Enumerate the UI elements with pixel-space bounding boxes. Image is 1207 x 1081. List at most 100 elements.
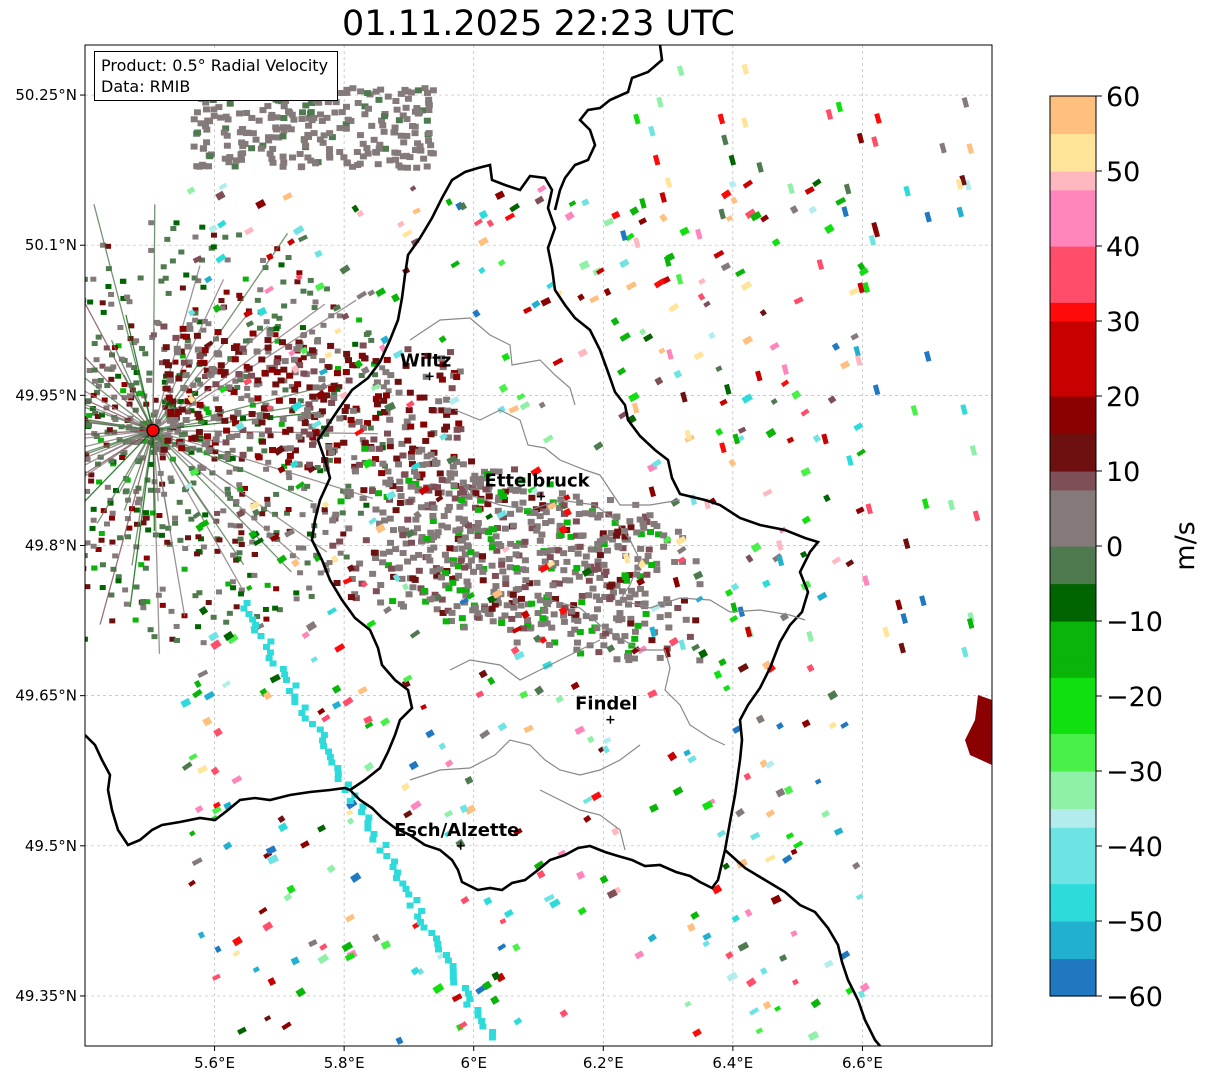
echo-cell — [494, 525, 502, 532]
echo-cell — [352, 565, 360, 572]
echo-cell — [247, 572, 254, 578]
echo-cell — [179, 353, 186, 359]
echo-cell — [260, 405, 268, 412]
echo-cell — [280, 279, 287, 285]
echo-cell — [238, 591, 245, 597]
echo-cell — [202, 716, 213, 727]
echo-cell — [612, 514, 620, 521]
echo-cell — [506, 564, 514, 571]
echo-cell — [621, 633, 629, 640]
echo-cell — [448, 609, 456, 616]
echo-cell — [474, 506, 482, 513]
echo-cell — [404, 437, 412, 444]
echo-cell — [833, 827, 844, 836]
echo-cell — [332, 304, 342, 312]
echo-cell — [26, 418, 32, 423]
echo-cell — [606, 888, 618, 899]
echo-cell — [97, 377, 104, 383]
echo-cell — [631, 591, 639, 598]
echo-cell — [283, 510, 290, 516]
echo-cell — [446, 470, 454, 477]
echo-cell — [385, 481, 393, 488]
echo-cell — [492, 583, 500, 590]
echo-cell — [737, 941, 750, 952]
echo-cell — [416, 394, 424, 401]
echo-cell — [555, 505, 563, 512]
echo-cell — [165, 394, 173, 401]
echo-spoke — [123, 430, 154, 511]
echo-cell — [309, 329, 316, 335]
echo-cell — [589, 585, 597, 592]
echo-cell — [285, 506, 292, 512]
echo-cell — [195, 278, 202, 284]
echo-cell — [600, 561, 608, 568]
echo-cell — [696, 581, 704, 588]
echo-cell — [392, 156, 400, 163]
echo-cell — [88, 472, 95, 478]
echo-cell — [279, 163, 287, 170]
echo-cell — [608, 536, 616, 543]
echo-cell — [590, 791, 602, 802]
echo-cell — [806, 663, 815, 673]
echo-cell — [531, 510, 539, 517]
echo-cell — [315, 389, 326, 400]
colorbar-swatch — [1050, 696, 1096, 716]
echo-cell — [606, 596, 614, 603]
echo-cell — [372, 372, 379, 378]
echo-cell — [300, 137, 308, 144]
echo-cell — [328, 385, 336, 392]
echo-cell — [253, 537, 264, 547]
echo-cell — [243, 130, 251, 137]
echo-cell — [164, 362, 172, 369]
echo-cell — [310, 368, 318, 375]
echo-cell — [395, 461, 403, 468]
echo-cell — [277, 815, 286, 824]
echo-cell — [262, 921, 274, 932]
echo-cell — [538, 401, 546, 409]
echo-cell — [334, 643, 346, 653]
echo-cell — [269, 534, 280, 542]
echo-cell — [507, 626, 515, 633]
echo-cell — [720, 262, 731, 272]
echo-cell — [331, 391, 338, 397]
echo-cell — [137, 438, 144, 444]
echo-cell — [405, 407, 413, 414]
echo-cell — [104, 484, 111, 490]
echo-cell — [169, 398, 177, 405]
echo-cell — [346, 798, 354, 804]
echo-cell — [200, 465, 207, 471]
echo-cell — [386, 443, 394, 450]
echo-cell — [101, 397, 108, 403]
echo-cell — [286, 372, 294, 379]
echo-cell — [230, 585, 237, 591]
echo-cell — [264, 496, 271, 502]
echo-cell — [507, 486, 515, 493]
echo-cell — [398, 526, 406, 533]
echo-cell — [377, 581, 385, 588]
echo-cell — [436, 470, 444, 477]
echo-cell — [501, 612, 509, 619]
echo-cell — [185, 535, 192, 541]
echo-cell — [104, 383, 111, 389]
echo-cell — [640, 524, 648, 531]
echo-cell — [306, 384, 314, 391]
echo-cell — [496, 509, 508, 520]
echo-cell — [190, 143, 198, 150]
echo-cell — [421, 85, 429, 92]
echo-cell — [318, 376, 326, 383]
echo-cell — [252, 508, 261, 517]
echo-cell — [402, 104, 410, 111]
echo-cell — [368, 122, 376, 129]
echo-cell — [444, 830, 453, 838]
echo-cell — [489, 1029, 497, 1035]
echo-cell — [262, 691, 273, 701]
echo-cell — [636, 516, 644, 523]
echo-cell — [425, 729, 435, 739]
echo-cell — [418, 908, 426, 914]
echo-cell — [399, 452, 407, 459]
echo-cell — [671, 558, 679, 565]
echo-cell — [549, 582, 557, 589]
echo-cell — [85, 276, 88, 282]
echo-cell — [482, 980, 493, 991]
